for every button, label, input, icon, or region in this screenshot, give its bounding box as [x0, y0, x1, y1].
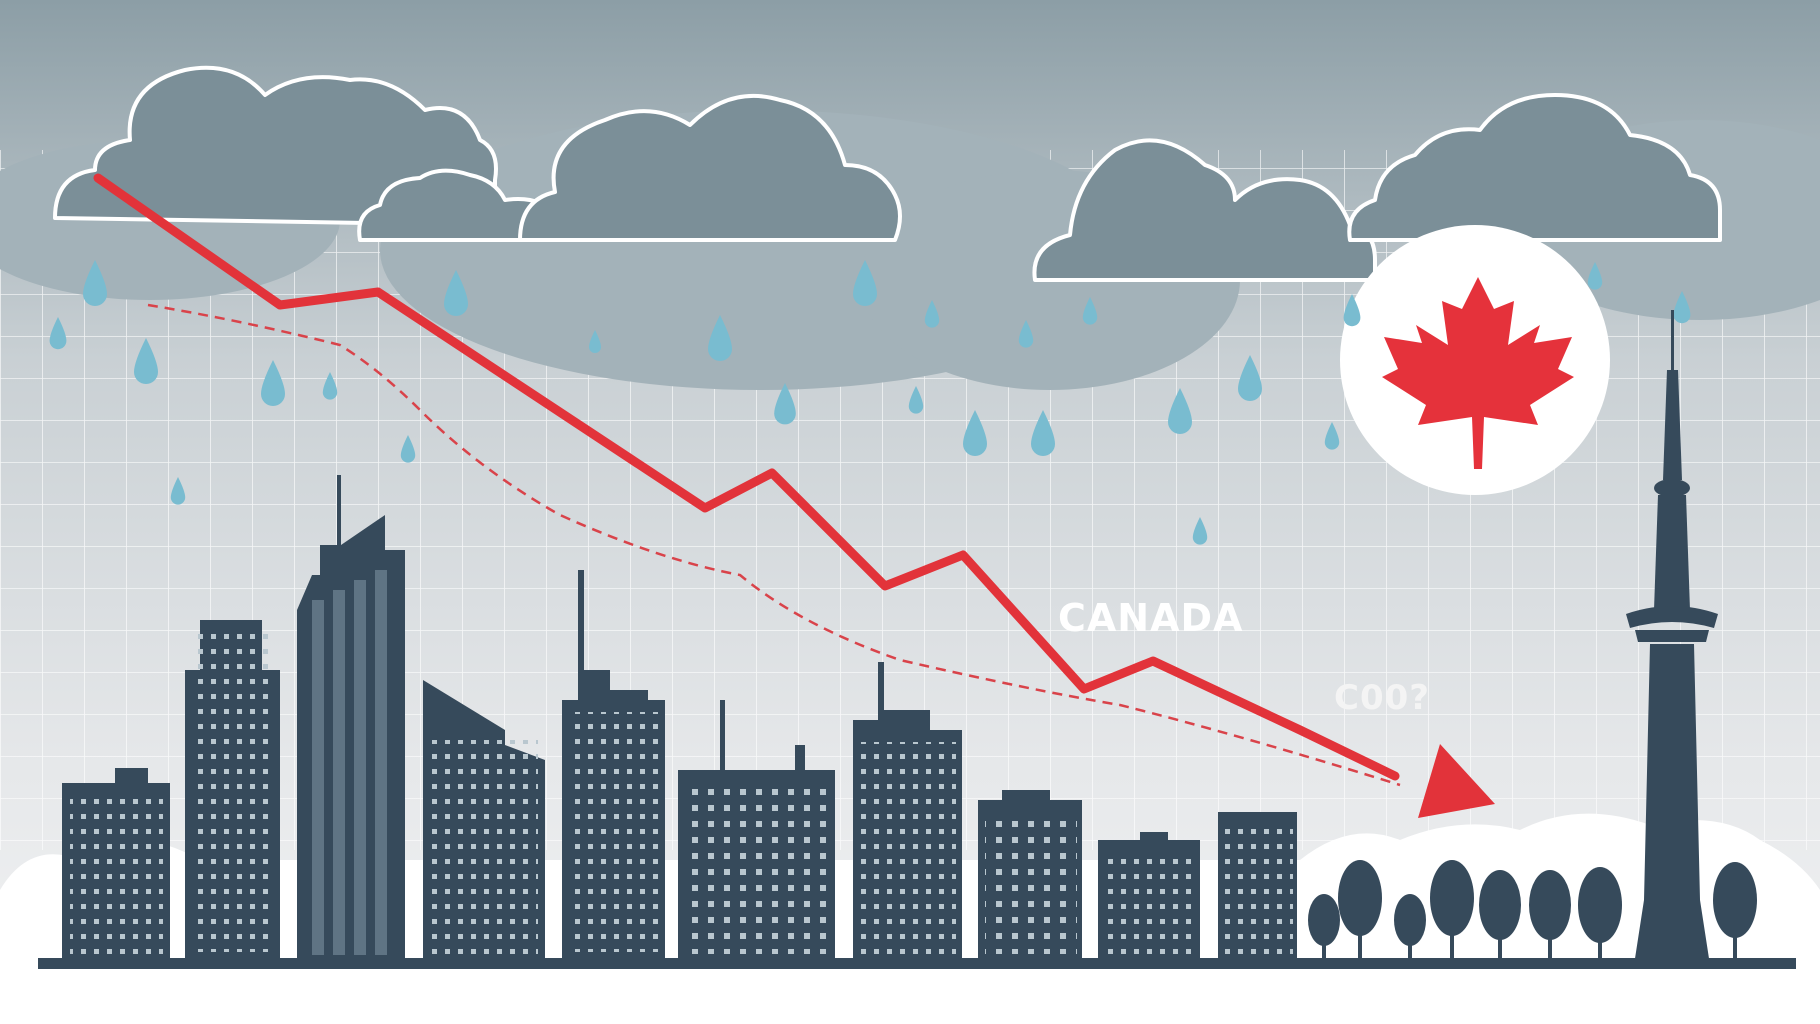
- tree: [1529, 870, 1571, 965]
- tree: [1578, 867, 1622, 965]
- building: [62, 768, 170, 965]
- building: [1098, 832, 1200, 965]
- trees: [1308, 860, 1757, 965]
- raindrop: [1031, 410, 1055, 456]
- raindrop: [1587, 262, 1603, 290]
- raindrop: [924, 300, 940, 328]
- raindrop: [444, 270, 468, 316]
- city-skyline: [62, 475, 1297, 965]
- raindrop: [1238, 355, 1262, 401]
- down-arrow-icon: [1418, 744, 1495, 818]
- raindrop: [774, 383, 796, 425]
- raindrop: [134, 338, 158, 384]
- raindrop: [1192, 517, 1208, 545]
- raindrop: [400, 435, 416, 463]
- trend-line: [93, 173, 1400, 781]
- maple-leaf-icon: [1382, 277, 1574, 469]
- tree: [1430, 860, 1474, 965]
- raindrop: [170, 477, 186, 505]
- raindrop: [708, 315, 732, 361]
- country-label: CANADA: [1058, 596, 1244, 640]
- building: [678, 700, 835, 965]
- raindrop: [261, 360, 285, 406]
- raindrop: [1673, 291, 1691, 324]
- gas-label: C00?: [1334, 678, 1430, 718]
- tree: [1394, 894, 1426, 965]
- tree: [1308, 894, 1340, 965]
- cn-tower-icon: [1626, 310, 1718, 965]
- raindrop: [322, 372, 338, 400]
- cloud-right: [1347, 93, 1722, 242]
- baseline: [38, 958, 1796, 969]
- building: [423, 680, 545, 965]
- building: [853, 662, 962, 965]
- raindrop: [589, 330, 601, 353]
- clouds: [53, 65, 1722, 282]
- tree: [1713, 862, 1757, 965]
- building: [1218, 812, 1297, 965]
- rain: [49, 260, 1691, 545]
- raindrop: [1168, 388, 1192, 434]
- raindrop: [963, 410, 987, 456]
- cloud-right-center: [1032, 138, 1377, 282]
- building: [297, 475, 405, 965]
- raindrop: [853, 260, 877, 306]
- building: [185, 620, 280, 965]
- tree: [1338, 860, 1382, 965]
- raindrop: [1324, 422, 1340, 450]
- raindrop: [1082, 297, 1098, 325]
- raindrop: [49, 317, 67, 350]
- building: [562, 570, 665, 965]
- building: [978, 790, 1082, 965]
- raindrop: [83, 260, 107, 306]
- raindrop: [1343, 294, 1361, 327]
- cloud-left: [53, 65, 498, 227]
- raindrop: [908, 386, 924, 414]
- raindrop: [1018, 320, 1034, 348]
- dashed-trend-line: [147, 303, 1401, 787]
- cloud-center: [518, 93, 902, 242]
- tree: [1479, 870, 1521, 965]
